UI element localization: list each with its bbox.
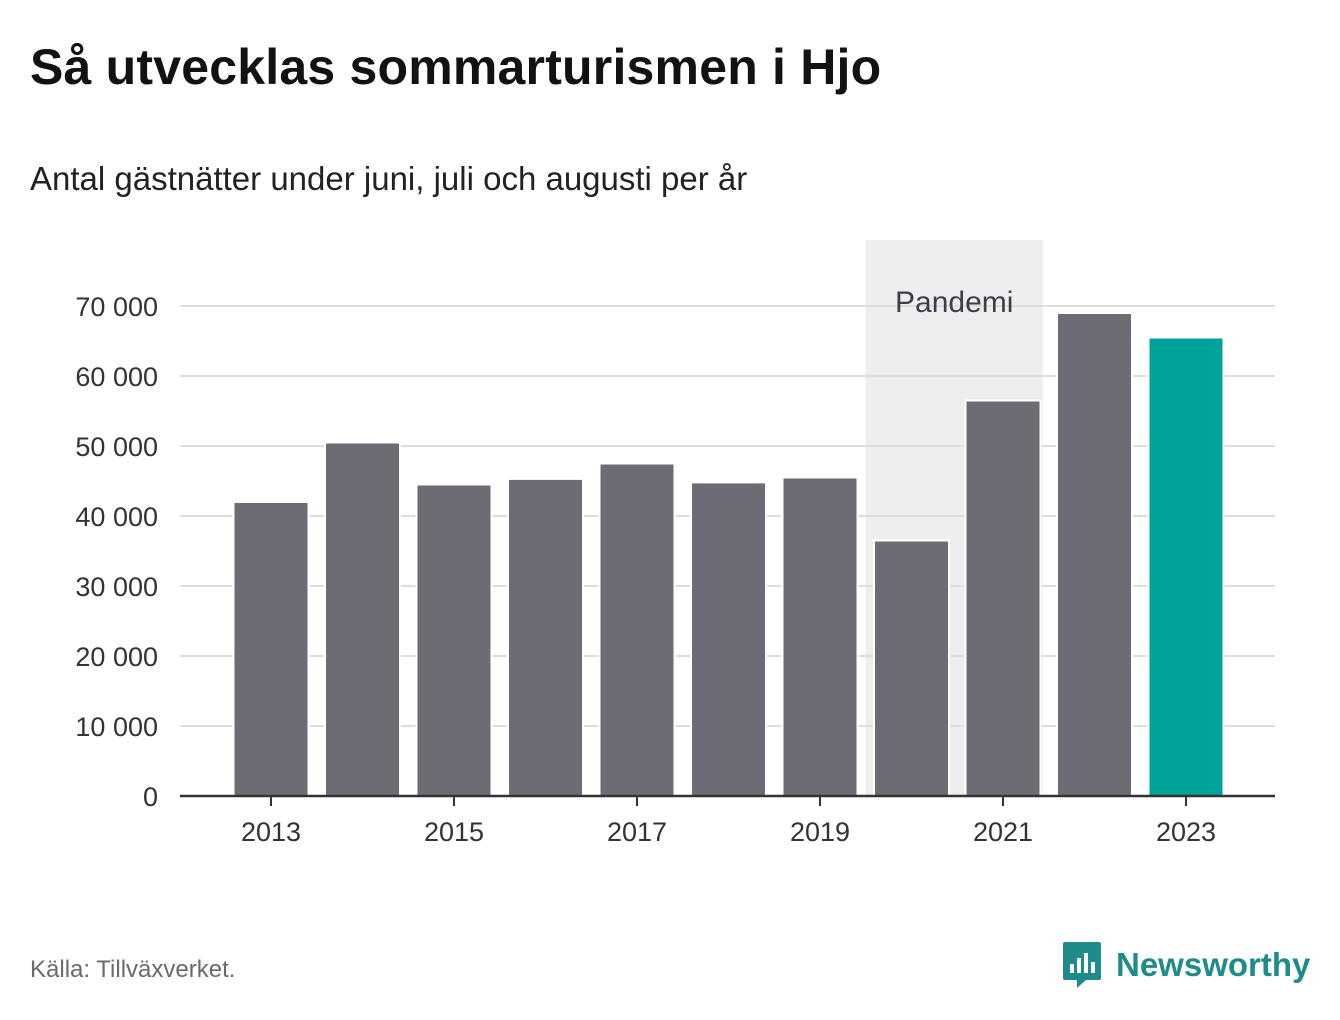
newsworthy-logo-icon: [1063, 942, 1101, 988]
brand-logo[interactable]: Newsworthy: [1062, 940, 1310, 990]
y-tick-label: 10 000: [75, 712, 158, 742]
bar-chart: Pandemi 0 10 000 20 000 30 000 40 000 50 000 60…: [75, 240, 1275, 847]
x-tick-label: 2015: [424, 817, 484, 847]
bar-2018[interactable]: [690, 481, 767, 797]
y-tick-label: 40 000: [75, 502, 158, 532]
bar-2021[interactable]: [964, 399, 1042, 797]
bar-2014[interactable]: [324, 441, 401, 797]
source-note: Källa: Tillväxverket.: [30, 956, 236, 983]
y-tick-label: 50 000: [75, 432, 158, 462]
bar-2019[interactable]: [781, 476, 859, 797]
y-tick-label: 60 000: [75, 362, 158, 392]
x-tick-label: 2013: [241, 817, 301, 847]
pandemic-label: Pandemi: [895, 286, 1013, 319]
bar-2013[interactable]: [232, 501, 310, 797]
x-tick-label: 2017: [607, 817, 667, 847]
bar-2016[interactable]: [507, 477, 584, 797]
y-tick-label: 0: [143, 782, 158, 812]
x-tick-label: 2023: [1156, 817, 1216, 847]
label-layer: Pandemi 0 10 000 20 000 30 000 40 000 50 000 60…: [75, 286, 1216, 847]
brand-name: Newsworthy: [1116, 946, 1311, 983]
y-tick-label: 70 000: [75, 292, 158, 322]
chart-subtitle: Antal gästnätter under juni, juli och au…: [30, 160, 748, 197]
bar-2015[interactable]: [415, 483, 493, 797]
chart-title: Så utvecklas sommarturismen i Hjo: [30, 39, 882, 95]
bar-layer: [232, 312, 1225, 797]
axis-layer: [180, 794, 1275, 806]
y-tick-label: 20 000: [75, 642, 158, 672]
bar-2020[interactable]: [873, 539, 950, 797]
bar-2023[interactable]: [1147, 336, 1225, 797]
y-tick-label: 30 000: [75, 572, 158, 602]
x-tick-label: 2019: [790, 817, 850, 847]
x-tick-label: 2021: [973, 817, 1033, 847]
bar-2017[interactable]: [598, 462, 676, 797]
bar-2022[interactable]: [1056, 312, 1133, 797]
